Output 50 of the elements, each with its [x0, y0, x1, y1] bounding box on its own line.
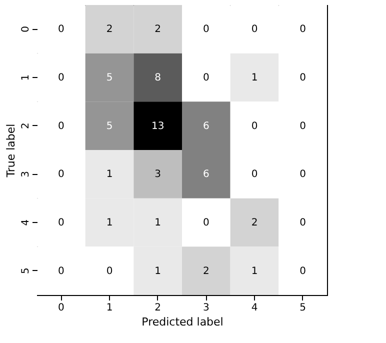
y-tick-label: 0: [20, 26, 32, 32]
data-label: 1: [106, 218, 113, 228]
data-label: 0: [58, 72, 64, 84]
data-label: 1: [251, 72, 258, 84]
y-tick-label: 2: [20, 122, 32, 130]
data-label: 0: [300, 120, 306, 132]
data-label: 0: [300, 24, 306, 36]
data-label: 0: [251, 120, 258, 132]
data-label: 0: [251, 169, 258, 180]
data-label: 0: [106, 266, 113, 277]
data-label: 1: [154, 218, 162, 228]
x-tick-label: 4: [251, 302, 258, 314]
x-tick-label: 5: [300, 302, 306, 314]
data-label: 0: [58, 24, 64, 36]
data-label: 6: [202, 169, 210, 180]
data-label: 1: [251, 266, 258, 277]
data-label: 0: [300, 266, 306, 277]
data-label: 0: [300, 169, 306, 180]
y-tick-label: 1: [20, 74, 32, 81]
data-label: 3: [154, 169, 162, 180]
x-axis-title: Predicted label: [142, 316, 224, 328]
data-label: 0: [58, 266, 64, 277]
x-tick-label: 0: [58, 302, 64, 314]
data-label: 2: [251, 218, 258, 228]
y-axis-title: True label: [4, 124, 18, 178]
x-tick-label: 1: [106, 302, 113, 314]
data-label: 5: [106, 120, 113, 132]
data-label: 0: [202, 218, 210, 228]
data-label: 0: [251, 24, 258, 36]
data-label: 8: [154, 72, 162, 84]
data-label: 0: [300, 218, 306, 228]
y-tick-label: 3: [20, 170, 32, 178]
data-label: 0: [202, 24, 210, 36]
y-tick-label: 5: [20, 268, 32, 274]
data-label: 1: [154, 266, 162, 277]
y-tick-label: 4: [20, 219, 32, 226]
data-label: 5: [106, 72, 113, 84]
data-label: 0: [58, 120, 64, 132]
data-label: 0: [300, 72, 306, 84]
data-label: 2: [154, 24, 162, 36]
data-label: 2: [202, 266, 210, 277]
data-label: 1: [106, 169, 113, 180]
x-tick-label: 3: [202, 302, 210, 314]
data-label: 13: [151, 120, 164, 132]
x-tick-label: 2: [154, 302, 162, 314]
data-label: 0: [58, 218, 64, 228]
data-label: 6: [202, 120, 210, 132]
data-label: 0: [58, 169, 64, 180]
data-label: 2: [106, 24, 113, 36]
data-label: 0: [202, 72, 210, 84]
